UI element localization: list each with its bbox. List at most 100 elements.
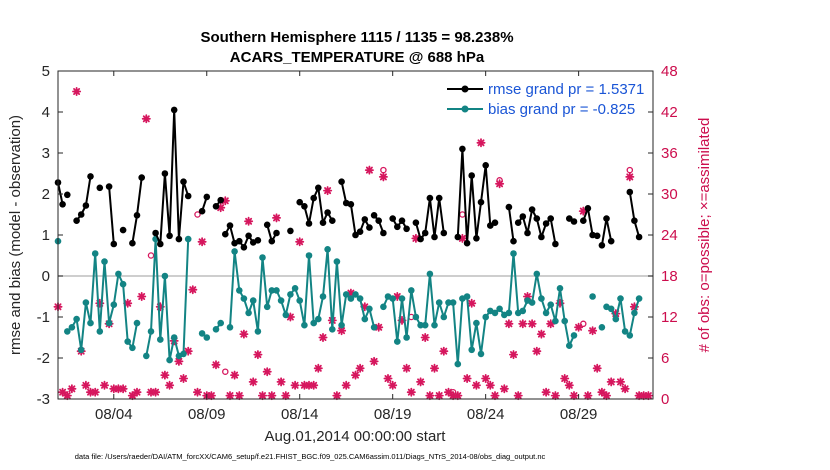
obs-assimilated-point: [62, 391, 72, 401]
obs-assimilated-point: [439, 346, 449, 356]
bias-point: [91, 250, 99, 257]
rmse-point: [366, 224, 373, 231]
obs-assimilated-point: [383, 374, 393, 383]
obs-assimilated-point: [285, 312, 295, 322]
y-tick-label-right: 24: [661, 227, 678, 244]
rmse-point: [212, 203, 220, 210]
bias-point: [347, 295, 355, 302]
y-tick-label-right: 6: [661, 350, 669, 367]
bias-point: [463, 293, 471, 300]
obs-assimilated-point: [290, 380, 300, 390]
obs-assimilated-point: [467, 298, 477, 308]
obs-assimilated-point: [193, 387, 202, 397]
obs-assimilated-point: [574, 322, 584, 332]
bias-point: [496, 305, 503, 313]
rmse-line-segment: [340, 181, 371, 236]
obs-assimilated-point: [230, 370, 240, 380]
bias-point: [217, 319, 224, 327]
bias-point: [129, 344, 136, 352]
rmse-point: [510, 237, 517, 245]
obs-assimilated-point: [620, 384, 630, 394]
rmse-point: [547, 215, 554, 222]
obs-assimilated-point: [453, 391, 463, 401]
obs-assimilated-point: [141, 114, 151, 124]
rmse-point: [157, 240, 164, 248]
obs-possible-point: [449, 388, 457, 396]
rmse-point: [198, 207, 206, 215]
rmse-point: [273, 229, 280, 237]
legend-marker-bias: [461, 105, 469, 113]
obs-assimilated-point: [309, 380, 319, 390]
rmse-point: [584, 205, 592, 212]
bias-point: [249, 297, 257, 304]
y-tick-label-right: 18: [661, 268, 678, 285]
rmse-point: [463, 239, 471, 247]
obs-assimilated-point: [248, 377, 258, 387]
bias-point: [333, 258, 341, 265]
rmse-point: [315, 184, 322, 192]
obs-assimilated-point: [267, 391, 277, 401]
rmse-point: [161, 170, 169, 177]
obs-assimilated-point: [476, 138, 486, 148]
bias-point: [324, 246, 331, 253]
rmse-point: [593, 232, 601, 240]
rmse-point: [473, 235, 480, 242]
bias-point: [421, 321, 429, 329]
bias-point: [519, 307, 527, 315]
obs-assimilated-point: [137, 292, 147, 301]
y-tick-label-right: 48: [661, 63, 678, 80]
rmse-point: [380, 229, 387, 237]
rmse-point: [631, 217, 638, 224]
bias-point: [110, 301, 118, 309]
bias-point: [161, 272, 169, 280]
rmse-point: [552, 240, 559, 248]
rmse-point: [403, 225, 410, 233]
obs-assimilated-point: [588, 326, 598, 336]
bias-point: [631, 309, 638, 317]
rmse-line-segment: [131, 177, 143, 244]
bias-point: [635, 295, 643, 302]
bias-point: [552, 317, 559, 325]
obs-assimilated-point: [355, 363, 365, 373]
rmse-point: [607, 237, 615, 245]
bias-point: [440, 313, 448, 321]
rmse-point: [222, 230, 229, 238]
rmse-point: [170, 106, 178, 114]
obs-assimilated-point: [239, 329, 249, 339]
rmse-point: [338, 178, 345, 185]
bias-point: [73, 315, 80, 323]
obs-assimilated-point: [211, 360, 221, 370]
bias-point: [268, 287, 276, 294]
obs-assimilated-point: [406, 387, 416, 397]
data-file-footnote: data file: /Users/raeder/DAI/ATM_forcXX/…: [75, 452, 546, 461]
bias-point: [621, 328, 629, 335]
rmse-point: [166, 232, 173, 240]
obs-assimilated-point: [197, 237, 207, 247]
obs-assimilated-point: [481, 374, 491, 383]
bias-point: [491, 309, 499, 317]
bias-point: [198, 330, 206, 337]
obs-assimilated-point: [490, 391, 500, 401]
obs-possible-point: [222, 368, 229, 375]
rmse-point: [356, 228, 364, 235]
obs-possible-point: [147, 252, 155, 259]
obs-assimilated-point: [132, 387, 142, 397]
rmse-point: [203, 193, 211, 201]
rmse-point: [468, 172, 476, 179]
chart-title: Southern Hemisphere 1115 / 1135 = 98.238…: [200, 29, 513, 46]
obs-assimilated-point: [258, 391, 267, 401]
obs-assimilated-point: [234, 391, 244, 401]
rmse-point: [459, 145, 466, 153]
rmse-point: [59, 201, 66, 208]
obs-assimilated-point: [165, 380, 175, 390]
bias-point: [329, 326, 336, 333]
rmse-point: [305, 220, 313, 227]
bias-point: [77, 346, 85, 354]
bias-point: [473, 319, 480, 327]
bias-point: [157, 336, 164, 343]
y-tick-label-right: 36: [661, 145, 678, 162]
bias-point: [124, 338, 131, 345]
obs-assimilated-point: [118, 384, 128, 394]
rmse-point: [119, 226, 127, 234]
bias-point: [133, 319, 141, 327]
